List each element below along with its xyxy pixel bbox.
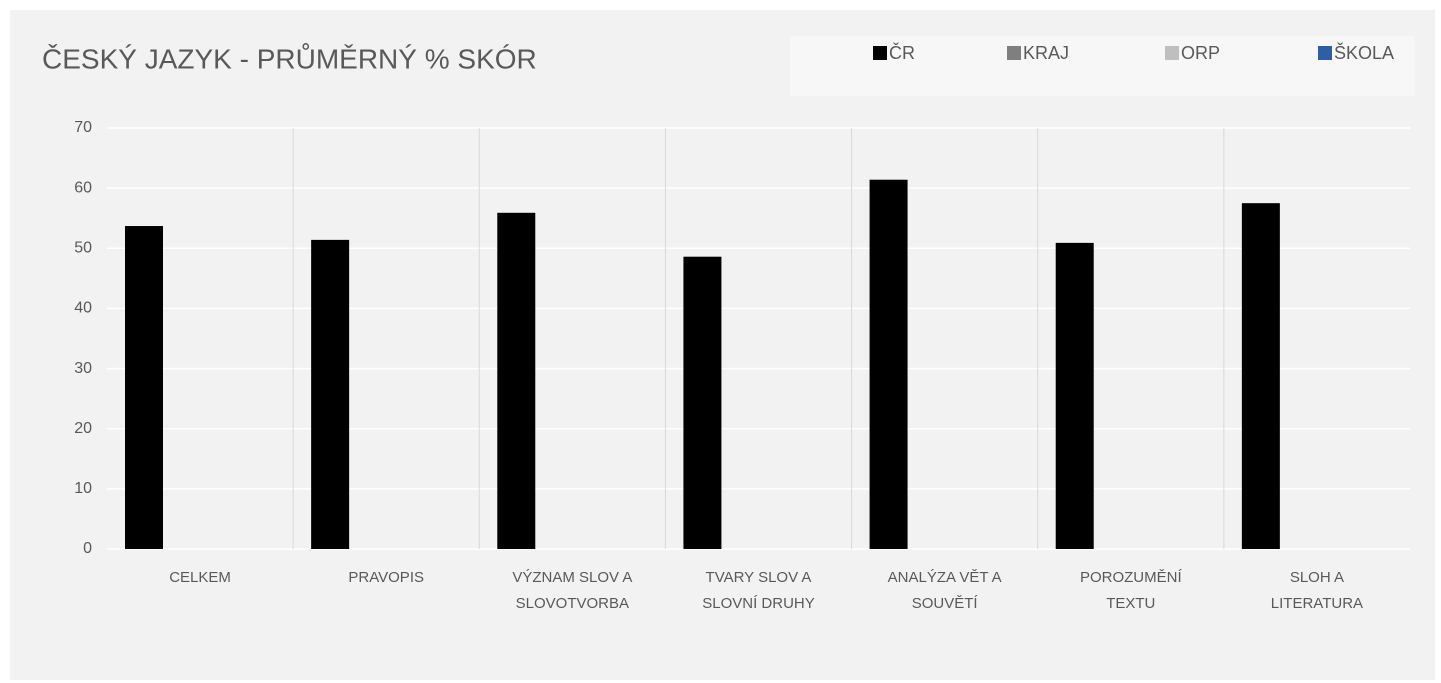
y-tick-label: 70 (74, 119, 92, 136)
legend-label: ČR (889, 42, 915, 63)
legend-swatch (873, 46, 887, 60)
y-tick-label: 40 (74, 300, 92, 317)
legend-swatch (1007, 46, 1021, 60)
legend-box (790, 36, 1415, 96)
x-tick-label: VÝZNAM SLOV A SLOVOTVORBA (512, 569, 633, 612)
x-tick-label: TVARY SLOV A SLOVNÍ DRUHY (702, 569, 815, 612)
y-tick-label: 0 (83, 540, 92, 557)
y-tick-label: 60 (74, 179, 92, 196)
x-tick-label: POROZUMĚNÍ TEXTU (1079, 569, 1182, 612)
bar (1241, 203, 1280, 549)
bar (869, 179, 908, 550)
y-tick-label: 10 (74, 480, 92, 497)
chart-background (10, 10, 1435, 680)
bar (497, 212, 536, 549)
y-tick-label: 30 (74, 360, 92, 377)
bar (1055, 242, 1094, 549)
bar (125, 226, 163, 550)
y-tick-label: 20 (74, 420, 92, 437)
x-tick-label: ANALÝZA VĚT A SOUVĚTÍ (887, 569, 1002, 612)
legend-label: KRAJ (1023, 43, 1069, 63)
x-tick-label: CELKEM (169, 569, 231, 586)
x-tick-label: SLOH A LITERATURA (1270, 569, 1364, 612)
legend-label: ŠKOLA (1334, 42, 1394, 63)
bar (311, 239, 350, 549)
chart-title: ČESKÝ JAZYK - PRŮMĚRNÝ % SKÓR (42, 42, 537, 74)
x-tick-label: PRAVOPIS (348, 569, 424, 586)
legend-swatch (1165, 46, 1179, 60)
legend-swatch (1318, 46, 1332, 60)
bar (683, 256, 722, 549)
legend-label: ORP (1181, 43, 1220, 63)
y-tick-label: 50 (74, 240, 92, 257)
